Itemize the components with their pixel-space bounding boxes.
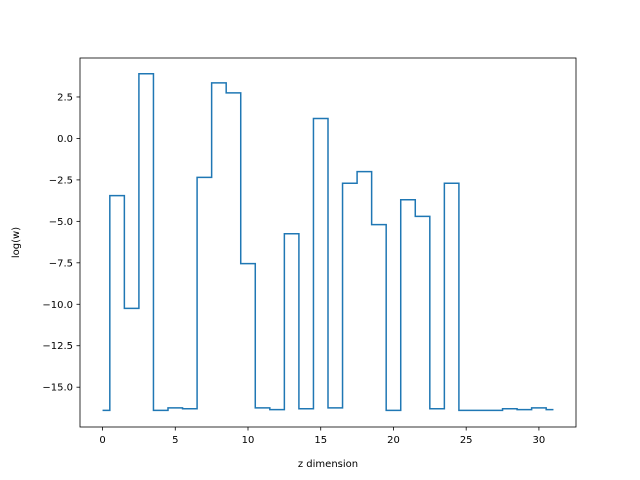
y-tick-label: −12.5: [42, 341, 73, 352]
y-tick-label: −2.5: [49, 175, 73, 186]
x-tick-label: 20: [387, 435, 400, 446]
x-tick-label: 25: [460, 435, 473, 446]
y-tick-label: −7.5: [49, 258, 73, 269]
plot-area-frame: [79, 57, 577, 428]
y-axis-label: log(w): [11, 227, 22, 258]
x-tick-label: 30: [533, 435, 546, 446]
y-tick-label: 0.0: [57, 134, 73, 145]
x-tick-label: 15: [314, 435, 327, 446]
series-line-0: [102, 73, 554, 412]
plot-series: [102, 73, 554, 412]
x-tick-label: 10: [242, 435, 255, 446]
x-axis-label: z dimension: [298, 459, 358, 470]
y-tick-label: 2.5: [57, 92, 73, 103]
y-tick-label: −15.0: [42, 383, 73, 394]
x-tick-label: 0: [99, 435, 105, 446]
y-tick-label: −5.0: [49, 217, 73, 228]
x-axis-ticks: 0 5 10 15 20 25 30: [99, 427, 545, 446]
x-tick-label: 5: [172, 435, 178, 446]
y-tick-label: −10.0: [42, 300, 73, 311]
y-axis-ticks: −15.0 −12.5 −10.0 −7.5 −5.0 −2.5 0.0 2.5: [42, 92, 80, 394]
